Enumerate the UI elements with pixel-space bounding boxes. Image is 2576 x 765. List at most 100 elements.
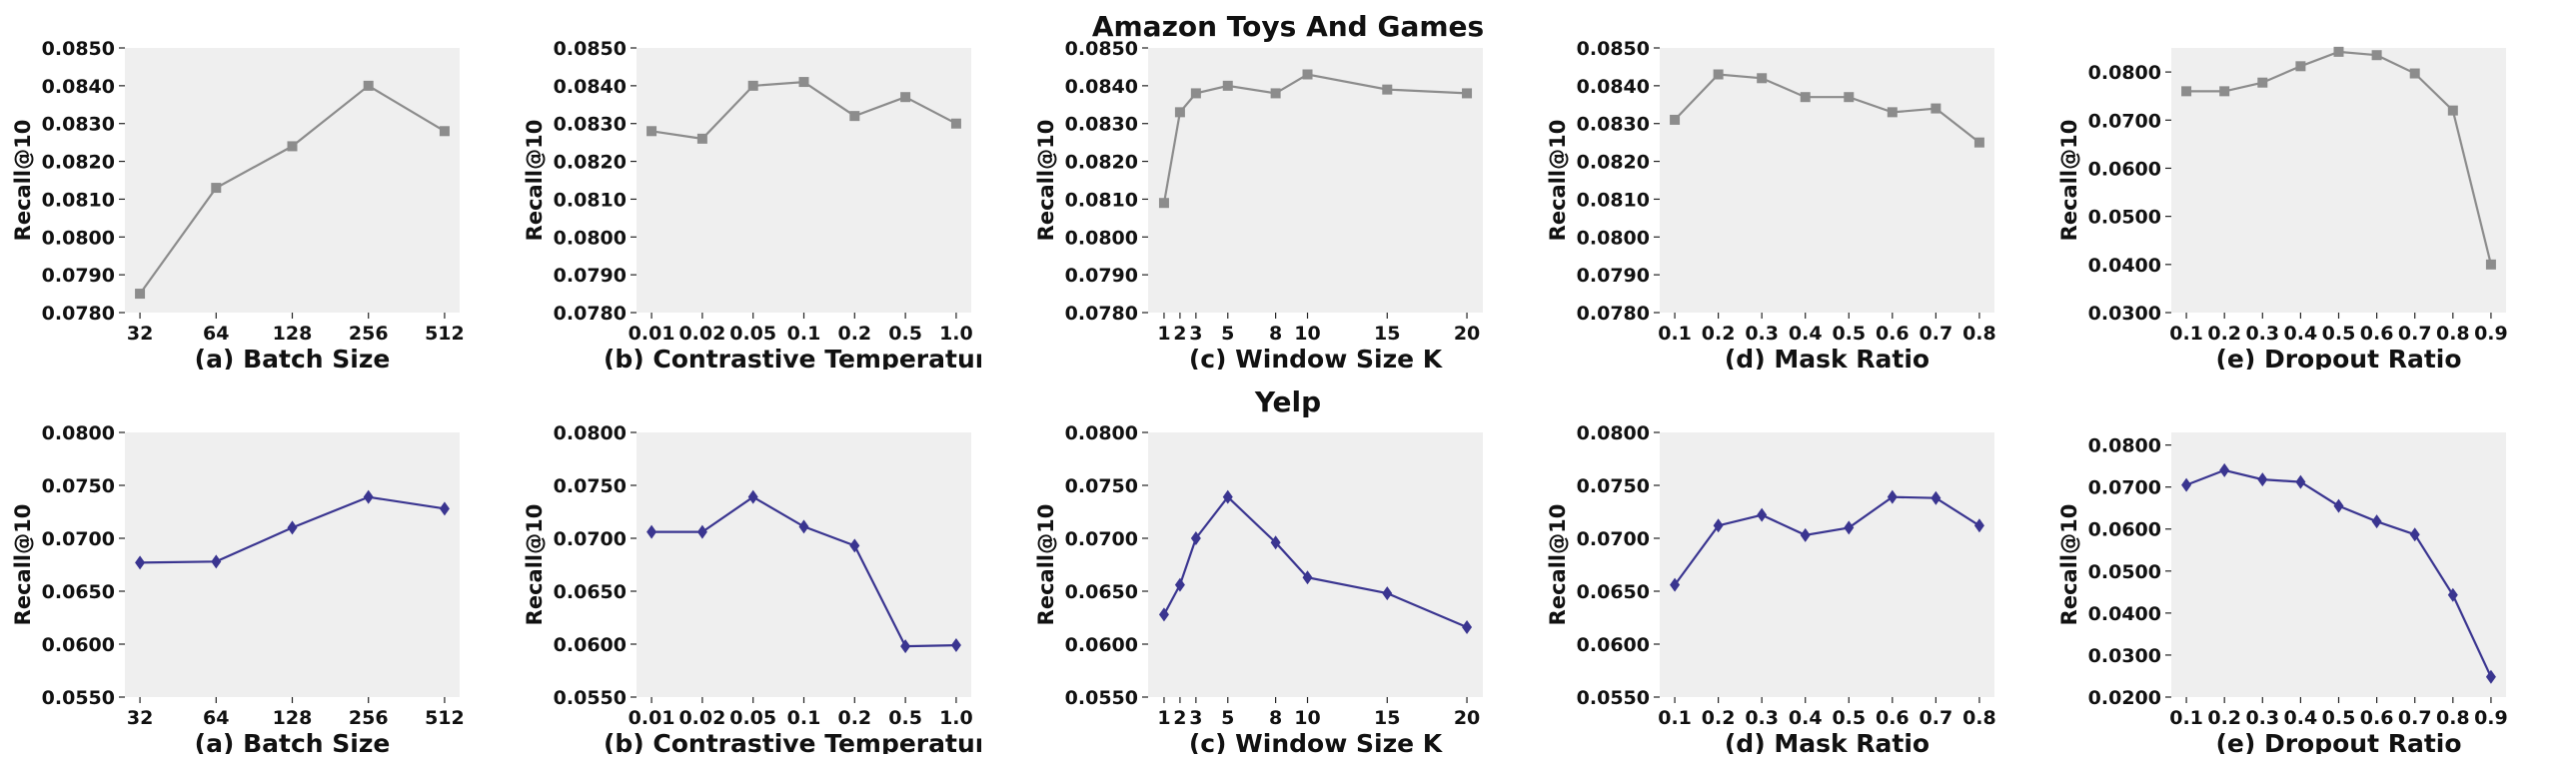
y-tick-label: 0.0500 (2088, 207, 2161, 229)
data-point (1158, 198, 1169, 209)
x-tick-label: 0.1 (787, 707, 821, 729)
data-point (1174, 107, 1185, 118)
y-tick-label: 0.0840 (42, 76, 115, 98)
chart-amazon-contrastive-temperature: 0.0780 0.0790 0.0800 0.0810 0.0820 0.0830 0.08… (512, 0, 981, 370)
data-point (1382, 84, 1393, 95)
x-tick-label: 0.2 (1702, 323, 1736, 345)
x-tick-label: 0.5 (888, 707, 922, 729)
y-tick-label: 0.0550 (554, 687, 627, 709)
y-tick-label: 0.0820 (1065, 152, 1138, 174)
y-axis-label: Recall@10 (523, 504, 547, 626)
chart-svg: 0.0780 0.0790 0.0800 0.0810 0.0820 0.0830 0.08… (1034, 38, 1483, 370)
x-tick-label: 128 (273, 707, 313, 729)
x-tick-label: 0.3 (2245, 707, 2279, 729)
y-tick-label: 0.0800 (1065, 227, 1138, 249)
y-tick-label: 0.0850 (42, 38, 115, 60)
y-axis-label: Recall@10 (1546, 504, 1570, 626)
chart-yelp-contrastive-temperature: 0.0550 0.0600 0.0650 0.0700 0.0750 0.0800 0.01… (512, 384, 981, 754)
x-tick-label: 0.5 (888, 323, 922, 345)
y-tick-label: 0.0750 (554, 475, 627, 497)
data-point (2371, 50, 2382, 61)
data-point (1222, 489, 1233, 504)
data-point (950, 638, 961, 653)
y-axis-label: Recall@10 (2057, 504, 2081, 626)
x-tick-label: 0.3 (1745, 707, 1779, 729)
data-point (2409, 68, 2420, 79)
series-line (1674, 495, 1980, 586)
y-tick-label: 0.0650 (1577, 581, 1650, 603)
x-axis-label: (a) Batch Size (195, 345, 391, 370)
data-point (646, 126, 657, 137)
x-tick-label: 0.1 (2169, 323, 2203, 345)
y-tick-label: 0.0780 (42, 303, 115, 325)
y-tick-label: 0.0300 (2088, 303, 2161, 325)
x-tick-label: 0.01 (629, 707, 675, 729)
x-tick-label: 20 (1454, 707, 1480, 729)
y-axis-label: Recall@10 (523, 120, 547, 242)
plot-area (125, 432, 460, 697)
x-tick-label: 0.1 (1658, 707, 1692, 729)
y-tick-label: 0.0850 (1577, 38, 1650, 60)
y-tick-label: 0.0650 (42, 581, 115, 603)
y-tick-label: 0.0550 (42, 687, 115, 709)
data-point (2371, 514, 2382, 529)
data-point (747, 489, 758, 504)
y-tick-label: 0.0850 (554, 38, 627, 60)
data-point (1713, 518, 1724, 533)
x-tick-label: 10 (1294, 707, 1320, 729)
y-tick-label: 0.0790 (42, 265, 115, 287)
data-point (2219, 86, 2230, 97)
data-point (1757, 73, 1768, 84)
data-point (2485, 669, 2496, 684)
y-tick-label: 0.0750 (1577, 475, 1650, 497)
data-point (2295, 474, 2306, 489)
y-tick-label: 0.0700 (1065, 528, 1138, 550)
plot-area (1660, 432, 1994, 697)
y-axis-label: Recall@10 (1546, 120, 1570, 242)
plot-area (637, 48, 971, 313)
x-tick-label: 2 (1173, 323, 1186, 345)
x-tick-label: 0.7 (2398, 707, 2432, 729)
y-axis-label: Recall@10 (1034, 504, 1058, 626)
x-axis-label: (b) Contrastive Temperature (604, 729, 981, 754)
data-point (1270, 535, 1281, 550)
data-point (363, 80, 374, 91)
x-tick-label: 0.2 (837, 323, 871, 345)
data-point (1887, 489, 1898, 504)
y-tick-label: 0.0600 (2088, 519, 2161, 541)
x-tick-label: 0.9 (2474, 707, 2508, 729)
chart-svg: 0.0550 0.0600 0.0650 0.0700 0.0750 0.0800 32 64… (11, 422, 465, 754)
x-tick-label: 15 (1374, 707, 1400, 729)
y-tick-label: 0.0800 (1577, 227, 1650, 249)
x-tick-label: 0.2 (2207, 323, 2241, 345)
x-tick-label: 0.8 (1962, 323, 1996, 345)
chart-svg: 0.0550 0.0600 0.0650 0.0700 0.0750 0.0800 0.01… (523, 422, 981, 754)
data-point (798, 77, 809, 88)
y-tick-label: 0.0790 (1065, 265, 1138, 287)
data-point (1462, 88, 1473, 99)
x-axis-label: (b) Contrastive Temperature (604, 345, 981, 370)
data-point (135, 555, 146, 570)
chart-amazon-batch-size: 0.0780 0.0790 0.0800 0.0810 0.0820 0.0830 0.08… (0, 0, 470, 370)
y-tick-label: 0.0810 (42, 189, 115, 211)
plot-area (637, 432, 971, 697)
x-tick-label: 0.8 (2436, 707, 2470, 729)
y-tick-label: 0.0200 (2088, 687, 2161, 709)
x-tick-label: 10 (1294, 323, 1320, 345)
x-tick-label: 0.1 (787, 323, 821, 345)
y-axis-label: Recall@10 (1034, 120, 1058, 242)
x-tick-label: 512 (425, 323, 465, 345)
plot-area (2171, 432, 2506, 697)
x-tick-label: 256 (349, 707, 389, 729)
x-tick-label: 0.6 (1876, 323, 1910, 345)
data-point (1713, 69, 1724, 80)
data-point (2447, 587, 2458, 602)
y-tick-label: 0.0780 (1065, 303, 1138, 325)
x-tick-label: 2 (1173, 707, 1186, 729)
chart-svg: 0.0780 0.0790 0.0800 0.0810 0.0820 0.0830 0.08… (11, 38, 465, 370)
y-tick-label: 0.0650 (554, 581, 627, 603)
x-tick-label: 0.7 (2398, 323, 2432, 345)
y-tick-label: 0.0800 (554, 227, 627, 249)
chart-amazon-dropout-ratio: 0.0300 0.0400 0.0500 0.0600 0.0700 0.0800 0.1 0… (2046, 0, 2516, 370)
